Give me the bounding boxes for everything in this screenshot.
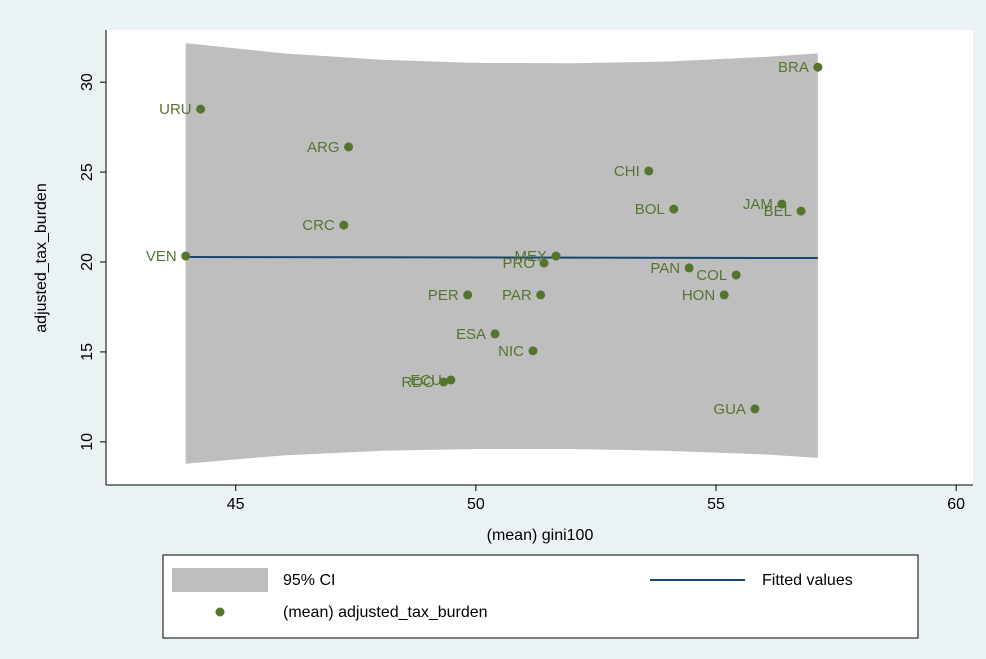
y-tick-label: 25 (79, 163, 96, 181)
point (463, 290, 473, 300)
x-tick-label: 45 (227, 496, 245, 513)
point (490, 329, 500, 339)
ci-band (185, 43, 818, 464)
point-label: RDO (401, 374, 434, 391)
x-tick-label: 55 (707, 496, 725, 513)
point-label: PRO (503, 255, 536, 272)
point (813, 62, 823, 72)
point-label: BOL (635, 201, 665, 218)
legend-ci-swatch (172, 568, 268, 592)
x-tick-label: 60 (947, 496, 965, 513)
point-label: ARG (307, 139, 340, 156)
legend-label: (mean) adjusted_tax_burden (283, 604, 488, 621)
point-label: ESA (456, 326, 486, 343)
fitted-line (185, 255, 818, 260)
legend-box (162, 554, 919, 639)
point (439, 377, 449, 387)
point (181, 251, 191, 261)
point (551, 251, 561, 261)
point (644, 166, 654, 176)
point (446, 375, 456, 385)
point-label: GUA (713, 401, 746, 418)
point (536, 290, 546, 300)
y-tick-label: 30 (79, 73, 96, 91)
point (669, 204, 679, 214)
point-label: BEL (764, 203, 792, 220)
y-tick-label: 10 (79, 433, 96, 451)
y-tick-label: 20 (79, 253, 96, 271)
point (196, 104, 206, 114)
point (528, 346, 538, 356)
point-label: NIC (498, 343, 524, 360)
point-label: CHI (614, 163, 640, 180)
point (750, 404, 760, 414)
point (344, 142, 354, 152)
y-tick-label: 15 (79, 343, 96, 361)
point-label: PAN (650, 260, 680, 277)
point-label: PAR (502, 287, 532, 304)
x-tick-label: 50 (467, 496, 485, 513)
point-label: PER (428, 287, 459, 304)
legend-point-swatch (215, 607, 225, 617)
y-axis-title: adjusted_tax_burden (33, 183, 50, 332)
point (719, 290, 729, 300)
point-label: BRA (778, 59, 809, 76)
point-label: HON (682, 287, 715, 304)
point (339, 220, 349, 230)
point (796, 206, 806, 216)
point-label: MEX (515, 248, 548, 265)
point-label: ECU (410, 372, 442, 389)
legend-label: 95% CI (283, 572, 335, 589)
point (777, 199, 787, 209)
point-label: URU (159, 101, 192, 118)
x-axis-title: (mean) gini100 (487, 527, 594, 544)
point (684, 263, 694, 273)
point-label: COL (696, 267, 727, 284)
point (731, 270, 741, 280)
point-label: VEN (146, 248, 177, 265)
point (539, 258, 549, 268)
point-label: CRC (302, 217, 335, 234)
legend-label: Fitted values (762, 572, 853, 589)
point-label: JAM (743, 196, 773, 213)
